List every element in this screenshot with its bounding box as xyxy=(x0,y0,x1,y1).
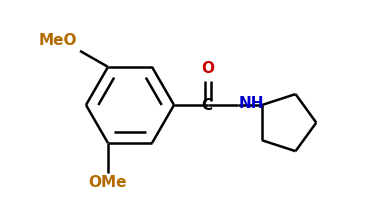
Text: NH: NH xyxy=(239,97,265,111)
Text: MeO: MeO xyxy=(39,33,77,48)
Text: OMe: OMe xyxy=(89,175,127,190)
Text: C: C xyxy=(201,98,213,113)
Text: O: O xyxy=(201,61,214,76)
